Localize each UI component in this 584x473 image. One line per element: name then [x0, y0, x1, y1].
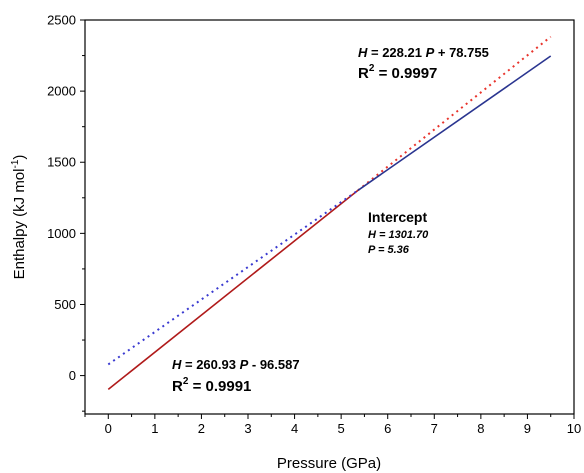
series-2-dotted-line — [107, 189, 359, 366]
y-tick-label: 2500 — [47, 13, 76, 28]
y-tick-label: 500 — [54, 297, 76, 312]
eq-bottom-h: H — [172, 357, 182, 372]
x-tick-label: 7 — [431, 421, 438, 436]
r2-bottom-r: R — [172, 378, 183, 395]
series-layer — [107, 35, 552, 390]
y-axis: 0 500 1000 1500 2000 2500 — [47, 13, 85, 412]
series-2-solid-line — [357, 55, 552, 192]
r-squared-bottom: R2 = 0.9991 — [172, 376, 251, 395]
x-tick-label: 6 — [384, 421, 391, 436]
eq-bottom-p: P — [240, 357, 249, 372]
x-axis: 0 1 2 3 4 5 6 7 8 9 10 — [84, 414, 581, 436]
fit-equation-bottom: H = 260.93 P - 96.587 — [172, 357, 300, 372]
r2-top-rest: = 0.9997 — [374, 65, 437, 82]
eq-top-p: P — [426, 45, 435, 60]
x-tick-label: 3 — [244, 421, 251, 436]
intercept-title: Intercept — [368, 209, 427, 225]
eq-top-eq: = 228.21 — [367, 45, 425, 60]
eq-top-h: H — [358, 45, 368, 60]
r2-bottom-rest: = 0.9991 — [188, 378, 251, 395]
eq-bottom-eq: = 260.93 — [181, 357, 239, 372]
x-tick-label: 10 — [567, 421, 581, 436]
plot-frame — [84, 19, 575, 415]
r2-bottom-sup: 2 — [183, 376, 189, 387]
x-tick-label: 2 — [198, 421, 205, 436]
series-1-solid-line — [107, 189, 359, 390]
y-tick-label: 1000 — [47, 226, 76, 241]
y-tick-label: 0 — [69, 368, 76, 383]
eq-top-rest: + 78.755 — [434, 45, 489, 60]
y-axis-label: Enthalpy (kJ mol-1) — [10, 155, 28, 280]
y-tick-label: 2000 — [47, 84, 76, 99]
r-squared-top: R2 = 0.9997 — [358, 63, 437, 82]
r2-top-sup: 2 — [369, 63, 375, 74]
x-tick-label: 5 — [338, 421, 345, 436]
y-tick-label: 1500 — [47, 155, 76, 170]
y-axis-label-main: Enthalpy (kJ mol — [11, 169, 28, 280]
r2-top-r: R — [358, 65, 369, 82]
series-1-dotted-line — [357, 35, 552, 192]
x-tick-label: 8 — [477, 421, 484, 436]
eq-bottom-rest: - 96.587 — [248, 357, 299, 372]
x-axis-label: Pressure (GPa) — [277, 455, 381, 472]
y-axis-label-close: ) — [11, 155, 28, 160]
x-tick-label: 4 — [291, 421, 298, 436]
x-tick-label: 1 — [151, 421, 158, 436]
intercept-h-value: H = 1301.70 — [368, 229, 429, 241]
x-tick-label: 9 — [524, 421, 531, 436]
intercept-p-value: P = 5.36 — [368, 244, 410, 256]
y-axis-label-sup: -1 — [10, 159, 21, 168]
x-tick-label: 0 — [105, 421, 112, 436]
fit-equation-top: H = 228.21 P + 78.755 — [358, 45, 489, 60]
